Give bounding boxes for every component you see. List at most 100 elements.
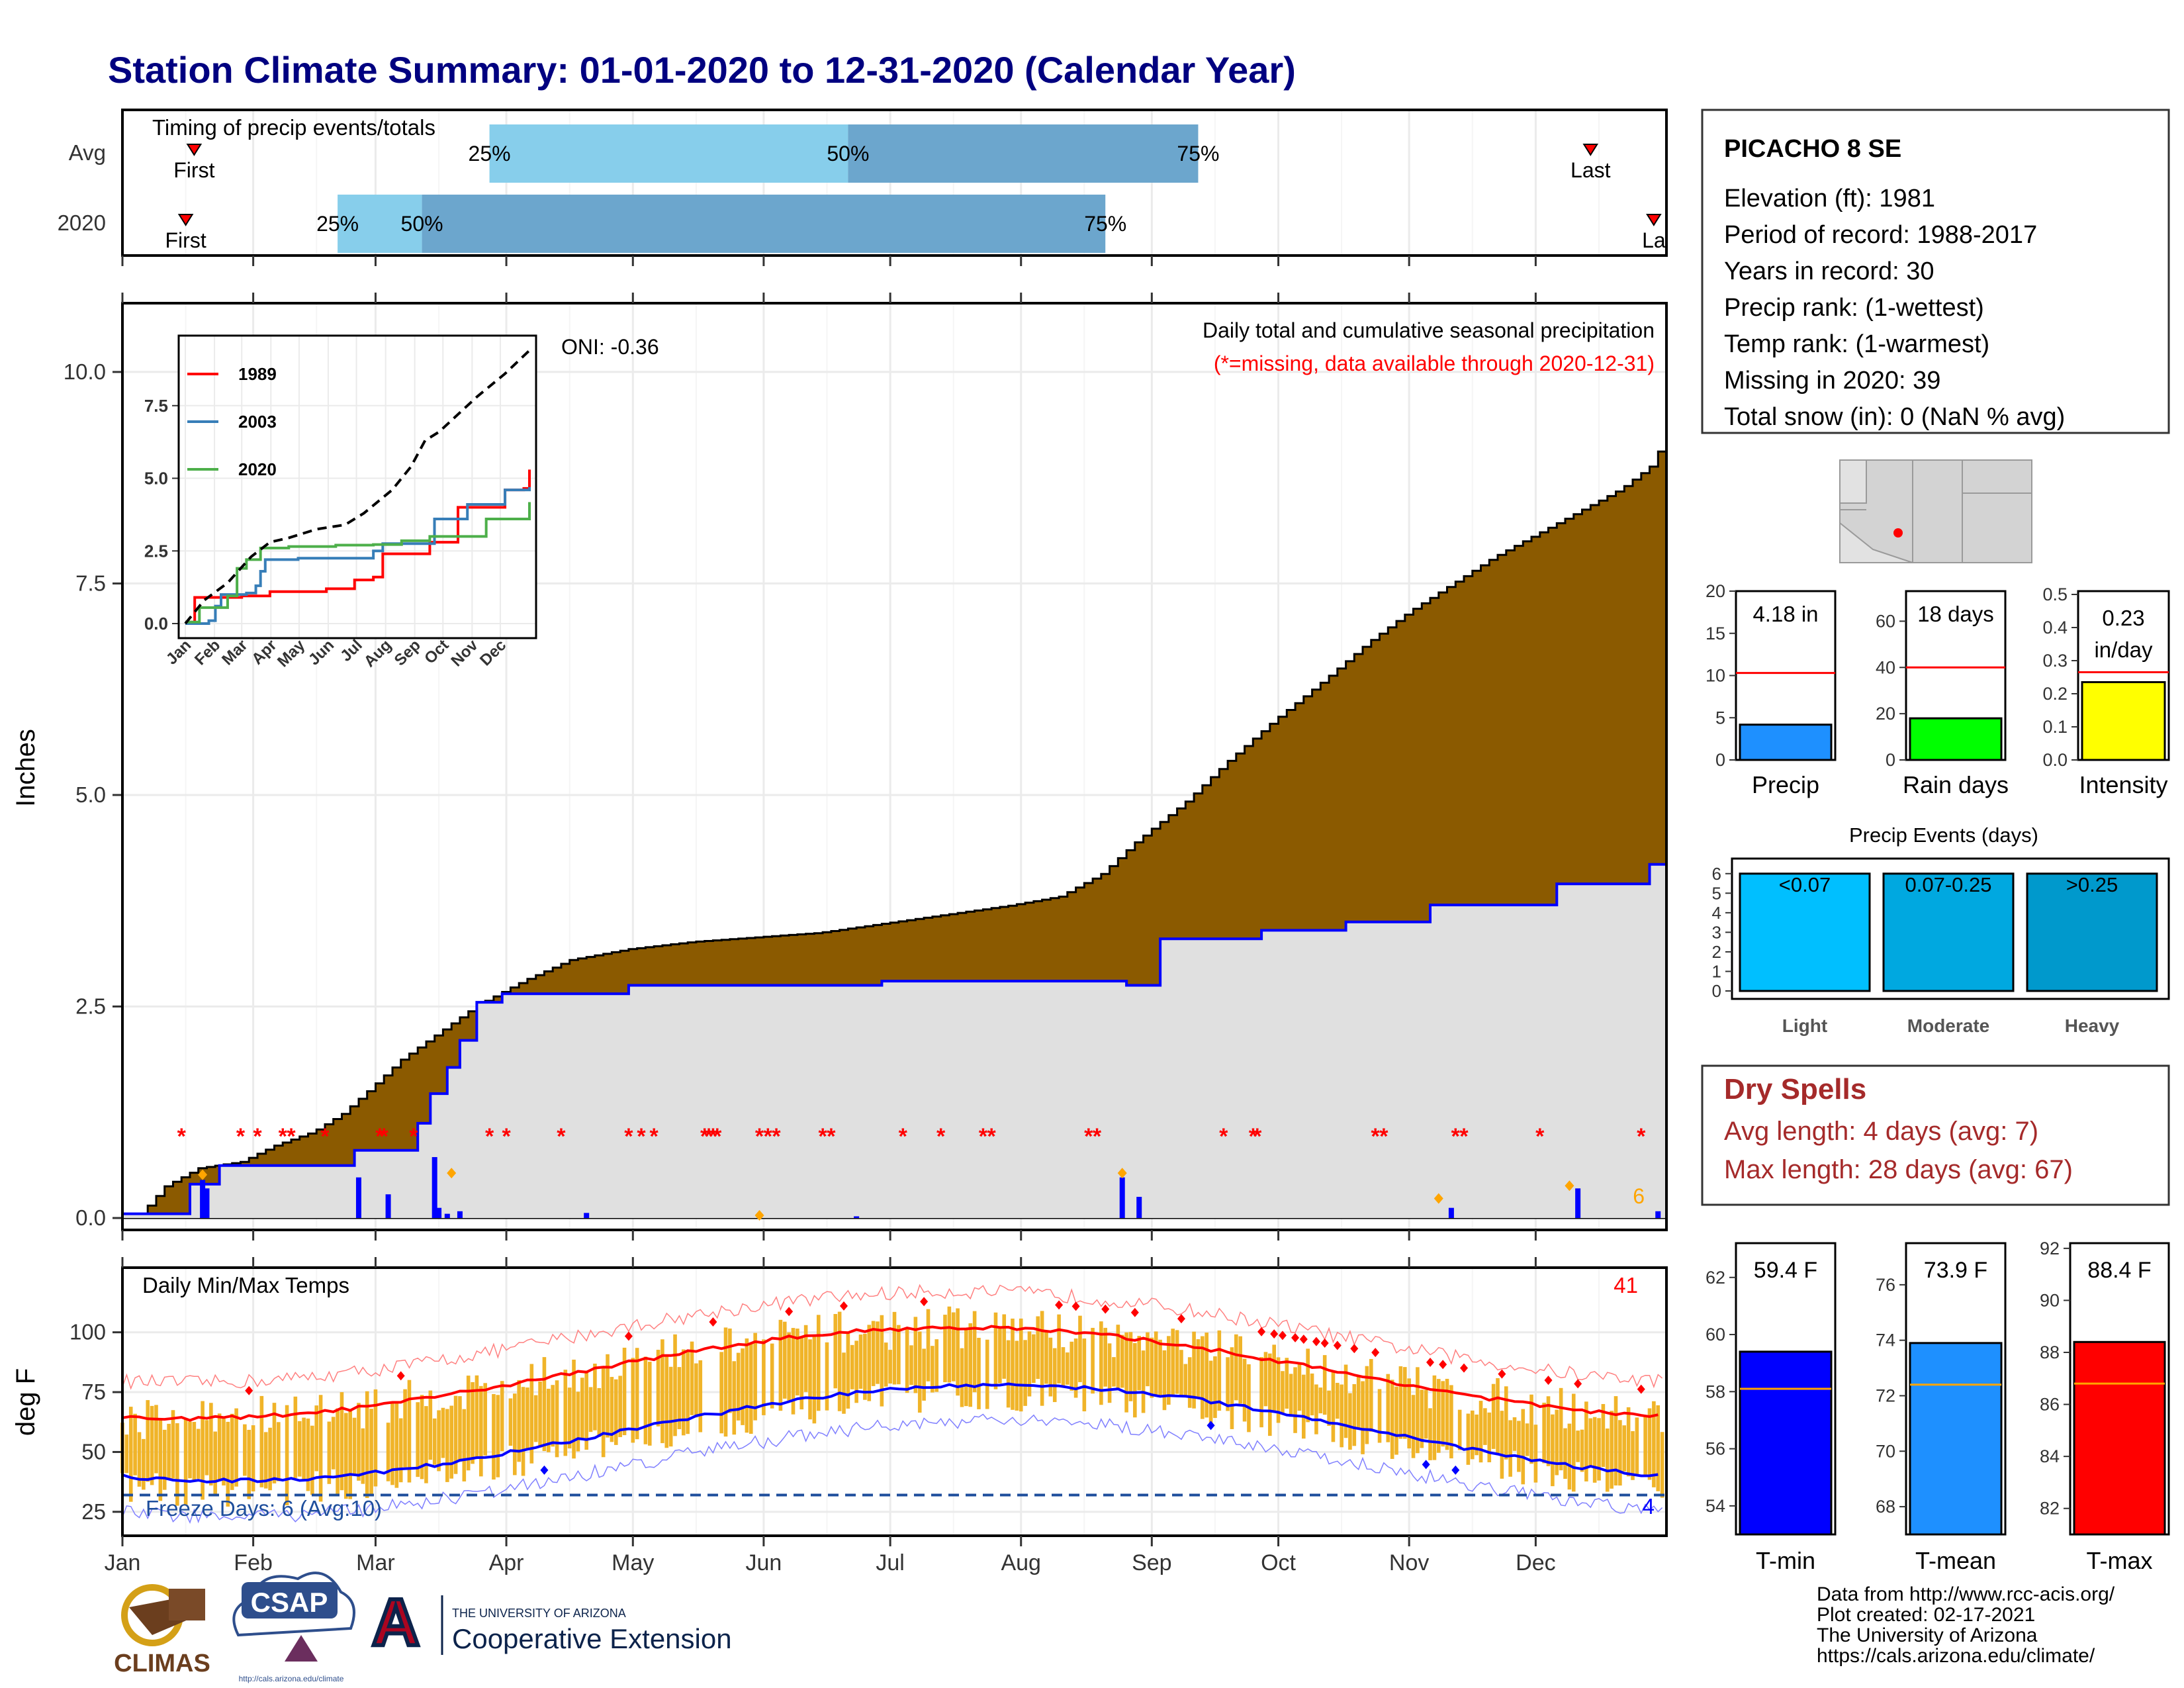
mini-intensity-tick-label: 0.0 (2042, 750, 2068, 770)
month-label: Jun (745, 1550, 782, 1575)
record-high-marker (1291, 1333, 1300, 1342)
daily-temp-range (1103, 1327, 1108, 1387)
missing-marker: * (772, 1124, 781, 1149)
temp-t-min-tick-label: 54 (1706, 1496, 1725, 1516)
mini-intensity-bar (2081, 681, 2166, 761)
ua-logo-letter: A (372, 1585, 420, 1660)
timing-first-marker (186, 144, 203, 156)
daily-temp-range (1078, 1315, 1082, 1382)
daily-temp-range (888, 1350, 892, 1384)
missing-marker: * (279, 1124, 288, 1149)
daily-temp-range (1361, 1381, 1365, 1454)
daily-temp-range (420, 1395, 424, 1479)
daily-temp-range (1479, 1401, 1483, 1463)
daily-temp-range (1563, 1428, 1567, 1479)
mini-intensity-tick-label: 0.5 (2042, 585, 2068, 604)
daily-temp-range (572, 1359, 576, 1459)
daily-temp-range (1116, 1325, 1120, 1390)
temp-t-mean-tick-label: 76 (1876, 1275, 1895, 1295)
daily-temp-range (1112, 1357, 1116, 1387)
daily-temp-range (964, 1329, 968, 1407)
avg-max-line (122, 1325, 1659, 1422)
daily-temp-range (1091, 1327, 1095, 1394)
daily-temp-range (1348, 1393, 1352, 1450)
daily-temp-range (1529, 1394, 1533, 1464)
daily-temp-range (407, 1380, 412, 1483)
daily-temp-range (931, 1346, 934, 1393)
daily-temp-range (1398, 1366, 1403, 1439)
daily-temp-range (736, 1352, 741, 1421)
dry-spells-max: Max length: 28 days (avg: 67) (1724, 1155, 2073, 1184)
daily-temp-range (314, 1405, 319, 1472)
daily-temp-range (1546, 1396, 1551, 1466)
daily-temp-range (635, 1348, 639, 1440)
daily-precip-bar (584, 1213, 590, 1218)
temp-t-max-tick-label: 92 (2040, 1239, 2060, 1258)
daily-temp-range (150, 1405, 154, 1485)
daily-temp-range (1162, 1350, 1167, 1411)
daily-temp-range (492, 1393, 496, 1480)
missing-marker: * (375, 1124, 385, 1149)
missing-marker: * (287, 1124, 296, 1149)
daily-temp-range (926, 1309, 931, 1382)
daily-temp-range (1424, 1389, 1428, 1439)
temp-bar-label: T-max (2086, 1547, 2152, 1574)
daily-temp-range (1631, 1430, 1635, 1480)
footer-credit-line: Plot created: 02-17-2021 (1817, 1604, 2035, 1626)
temp-t-min-tick-label: 62 (1706, 1268, 1725, 1288)
record-high-marker (1350, 1344, 1359, 1354)
events-bar-value-label: >0.25 (2066, 873, 2118, 896)
daily-temp-range (513, 1393, 517, 1476)
record-low-marker (540, 1465, 549, 1475)
month-label: Apr (489, 1550, 524, 1575)
daily-temp-range (1011, 1318, 1015, 1410)
daily-temp-range (428, 1390, 433, 1460)
footer: CLIMAS CSAP http://cals.arizona.edu/clim… (114, 1571, 2115, 1683)
y-tick-label: 100 (69, 1320, 106, 1344)
y-tick-label: 2.5 (75, 994, 106, 1018)
daily-temp-range (441, 1407, 445, 1458)
daily-temp-range (217, 1413, 222, 1481)
daily-temp-range (1032, 1334, 1036, 1383)
timing-last-marker (1582, 144, 1599, 156)
events-bar-light (1739, 872, 1871, 992)
daily-temp-range (1533, 1425, 1538, 1483)
event-marker (1565, 1180, 1574, 1192)
daily-temp-range (1559, 1387, 1563, 1471)
daily-temp-range (390, 1402, 394, 1485)
daily-temp-range (1491, 1383, 1496, 1449)
daily-temp-range (1281, 1371, 1285, 1413)
temp-t-min-tick-label: 56 (1706, 1439, 1725, 1459)
record-high-marker (785, 1307, 794, 1317)
record-high-marker (1637, 1384, 1645, 1394)
daily-temp-range (842, 1352, 846, 1414)
daily-temp-range (183, 1419, 188, 1505)
event-marker (754, 1210, 764, 1221)
missing-marker: * (177, 1124, 187, 1149)
daily-temp-range (1555, 1409, 1559, 1476)
station-marker (1893, 528, 1903, 538)
daily-temp-range (1432, 1375, 1437, 1460)
daily-temp-range (723, 1327, 728, 1437)
events-tick-label: 5 (1712, 883, 1721, 903)
daily-temp-range (1230, 1347, 1234, 1429)
daily-precip-bar (1655, 1211, 1661, 1218)
daily-temp-range (1487, 1412, 1492, 1463)
daily-temp-range (998, 1327, 1002, 1383)
record-high-marker (1257, 1327, 1266, 1336)
daily-temp-range (593, 1363, 597, 1430)
missing-marker: * (1637, 1124, 1646, 1149)
daily-temp-range (816, 1315, 821, 1411)
missing-marker: * (1249, 1124, 1258, 1149)
daily-temp-range (1441, 1381, 1445, 1447)
station-info-line: Missing in 2020: 39 (1724, 367, 1940, 395)
events-tick-label: 0 (1712, 981, 1721, 1001)
daily-temp-range (791, 1328, 796, 1415)
missing-marker: * (819, 1124, 828, 1149)
daily-temp-range (871, 1321, 876, 1386)
temp-t-min-tick-label: 58 (1706, 1382, 1725, 1401)
record-high-marker (1071, 1301, 1080, 1311)
temp-t-max-tick-label: 88 (2040, 1342, 2060, 1362)
mini-intensity-tick-label: 0.1 (2042, 717, 2068, 737)
daily-temp-range (876, 1321, 880, 1384)
